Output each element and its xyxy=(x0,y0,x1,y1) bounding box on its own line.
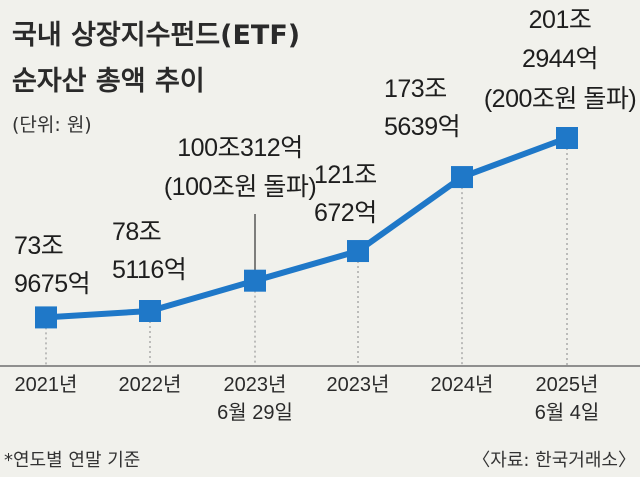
data-point-marker xyxy=(451,166,473,189)
data-point-marker xyxy=(244,269,266,292)
data-label: 121조 xyxy=(314,161,377,189)
x-tick-label: 6월 4일 xyxy=(535,401,600,424)
data-label: (200조원 돌파) xyxy=(484,85,636,113)
x-tick-label: 2023년 xyxy=(224,373,287,396)
data-label: 201조 xyxy=(529,6,592,34)
data-label: 672억 xyxy=(314,199,377,227)
data-label: 2944억 xyxy=(522,45,598,73)
data-label: 5116억 xyxy=(112,256,186,284)
data-label: 9675억 xyxy=(14,270,90,298)
series-line xyxy=(43,135,570,321)
x-tick-label: 2021년 xyxy=(15,373,78,396)
x-tick-label: 2024년 xyxy=(431,373,494,396)
x-tick-label: 2023년 xyxy=(327,373,390,396)
data-label: (100조원 돌파) xyxy=(164,173,316,201)
chart-title-line1: 국내 상장지수펀드(ETF) xyxy=(12,20,300,51)
source-note: 〈자료: 한국거래소〉 xyxy=(472,450,636,471)
data-point-marker xyxy=(556,127,578,149)
x-tick-label: 6월 29일 xyxy=(217,401,293,424)
data-point-marker xyxy=(139,300,161,323)
chart-title-line2: 순자산 총액 추이 xyxy=(12,66,205,97)
data-point-marker xyxy=(347,240,369,263)
data-label: 100조312억 xyxy=(177,134,302,162)
x-tick-label: 2022년 xyxy=(119,373,182,396)
data-label: 5639억 xyxy=(384,113,460,141)
footnote: *연도별 연말 기준 xyxy=(4,450,140,471)
data-label: 173조 xyxy=(384,75,447,103)
data-label: 78조 xyxy=(112,218,161,246)
unit-label: (단위: 원) xyxy=(12,114,92,136)
data-label: 73조 xyxy=(14,232,63,260)
x-tick-label: 2025년 xyxy=(536,373,599,396)
data-point-marker xyxy=(35,306,57,329)
